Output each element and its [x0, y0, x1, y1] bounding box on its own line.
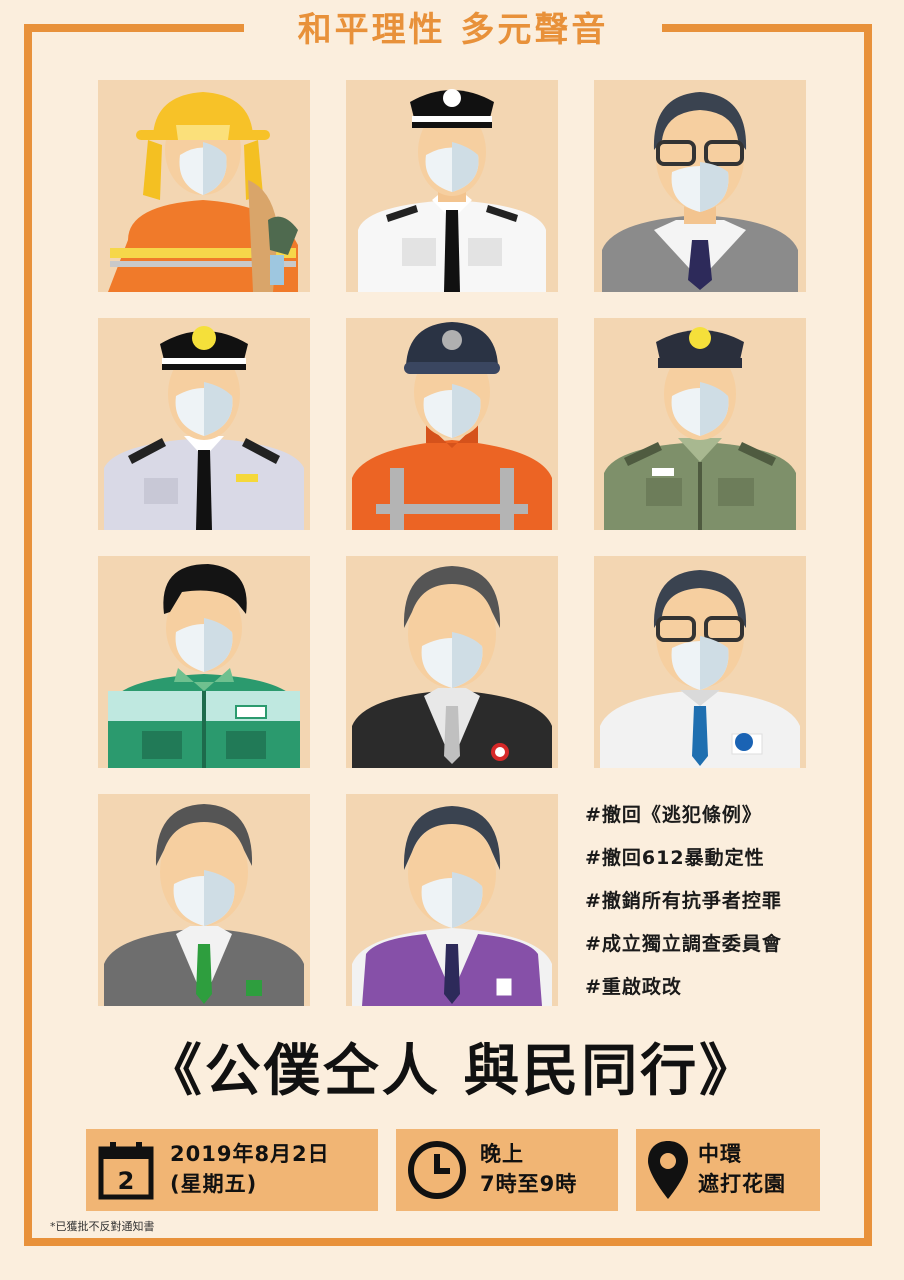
tile-officer-green — [594, 318, 806, 530]
calendar-icon: 2 — [96, 1139, 156, 1205]
tile-staff-purple-vest — [346, 794, 558, 1006]
place-line: 遮打花園 — [698, 1172, 786, 1196]
time-text: 晚上 7時至9時 — [480, 1139, 577, 1199]
tile-staff-suit-r — [346, 556, 558, 768]
tile-officer-gray — [98, 318, 310, 530]
time-line: 7時至9時 — [480, 1172, 578, 1196]
demand-item: #撤回《逃犯條例》 — [585, 804, 762, 826]
weekday-line: (星期五) — [170, 1172, 258, 1196]
demand-item: #成立獨立調查委員會 — [585, 933, 782, 955]
tile-staff-suit-green-tie — [98, 794, 310, 1006]
date-text: 2019年8月2日 (星期五) — [170, 1139, 330, 1199]
tile-ambulance-worker — [346, 318, 558, 530]
date-line: 2019年8月2日 — [170, 1142, 330, 1166]
date-box: 2 2019年8月2日 (星期五) — [86, 1129, 378, 1211]
tile-staff-glasses-w — [594, 556, 806, 768]
calendar-day: 2 — [118, 1167, 135, 1195]
tile-officer-white — [346, 80, 558, 292]
place-line: 中環 — [698, 1142, 742, 1166]
tile-firefighter — [98, 80, 310, 292]
demand-item: #重啟政改 — [585, 976, 682, 998]
demands-list: #撤回《逃犯條例》 #撤回612暴動定性 #撤銷所有抗爭者控罪 #成立獨立調查委… — [585, 798, 875, 1013]
time-line: 晚上 — [480, 1142, 524, 1166]
place-text: 中環 遮打花園 — [698, 1139, 786, 1199]
permit-note: *已獲批不反對通知書 — [50, 1220, 155, 1233]
tile-worker-green — [98, 556, 310, 768]
poster-title: 和平理性 多元聲音 — [297, 10, 609, 50]
tile-civil-servant-glasses — [594, 80, 806, 292]
place-box: 中環 遮打花園 — [636, 1129, 820, 1211]
title-gap — [244, 10, 662, 50]
location-pin-icon — [646, 1139, 690, 1205]
demand-item: #撤銷所有抗爭者控罪 — [585, 890, 782, 912]
clock-icon — [406, 1139, 468, 1205]
headline: 《公僕仝人 與民同行》 — [145, 1039, 759, 1104]
time-box: 晚上 7時至9時 — [396, 1129, 618, 1211]
demand-item: #撤回612暴動定性 — [585, 847, 765, 869]
